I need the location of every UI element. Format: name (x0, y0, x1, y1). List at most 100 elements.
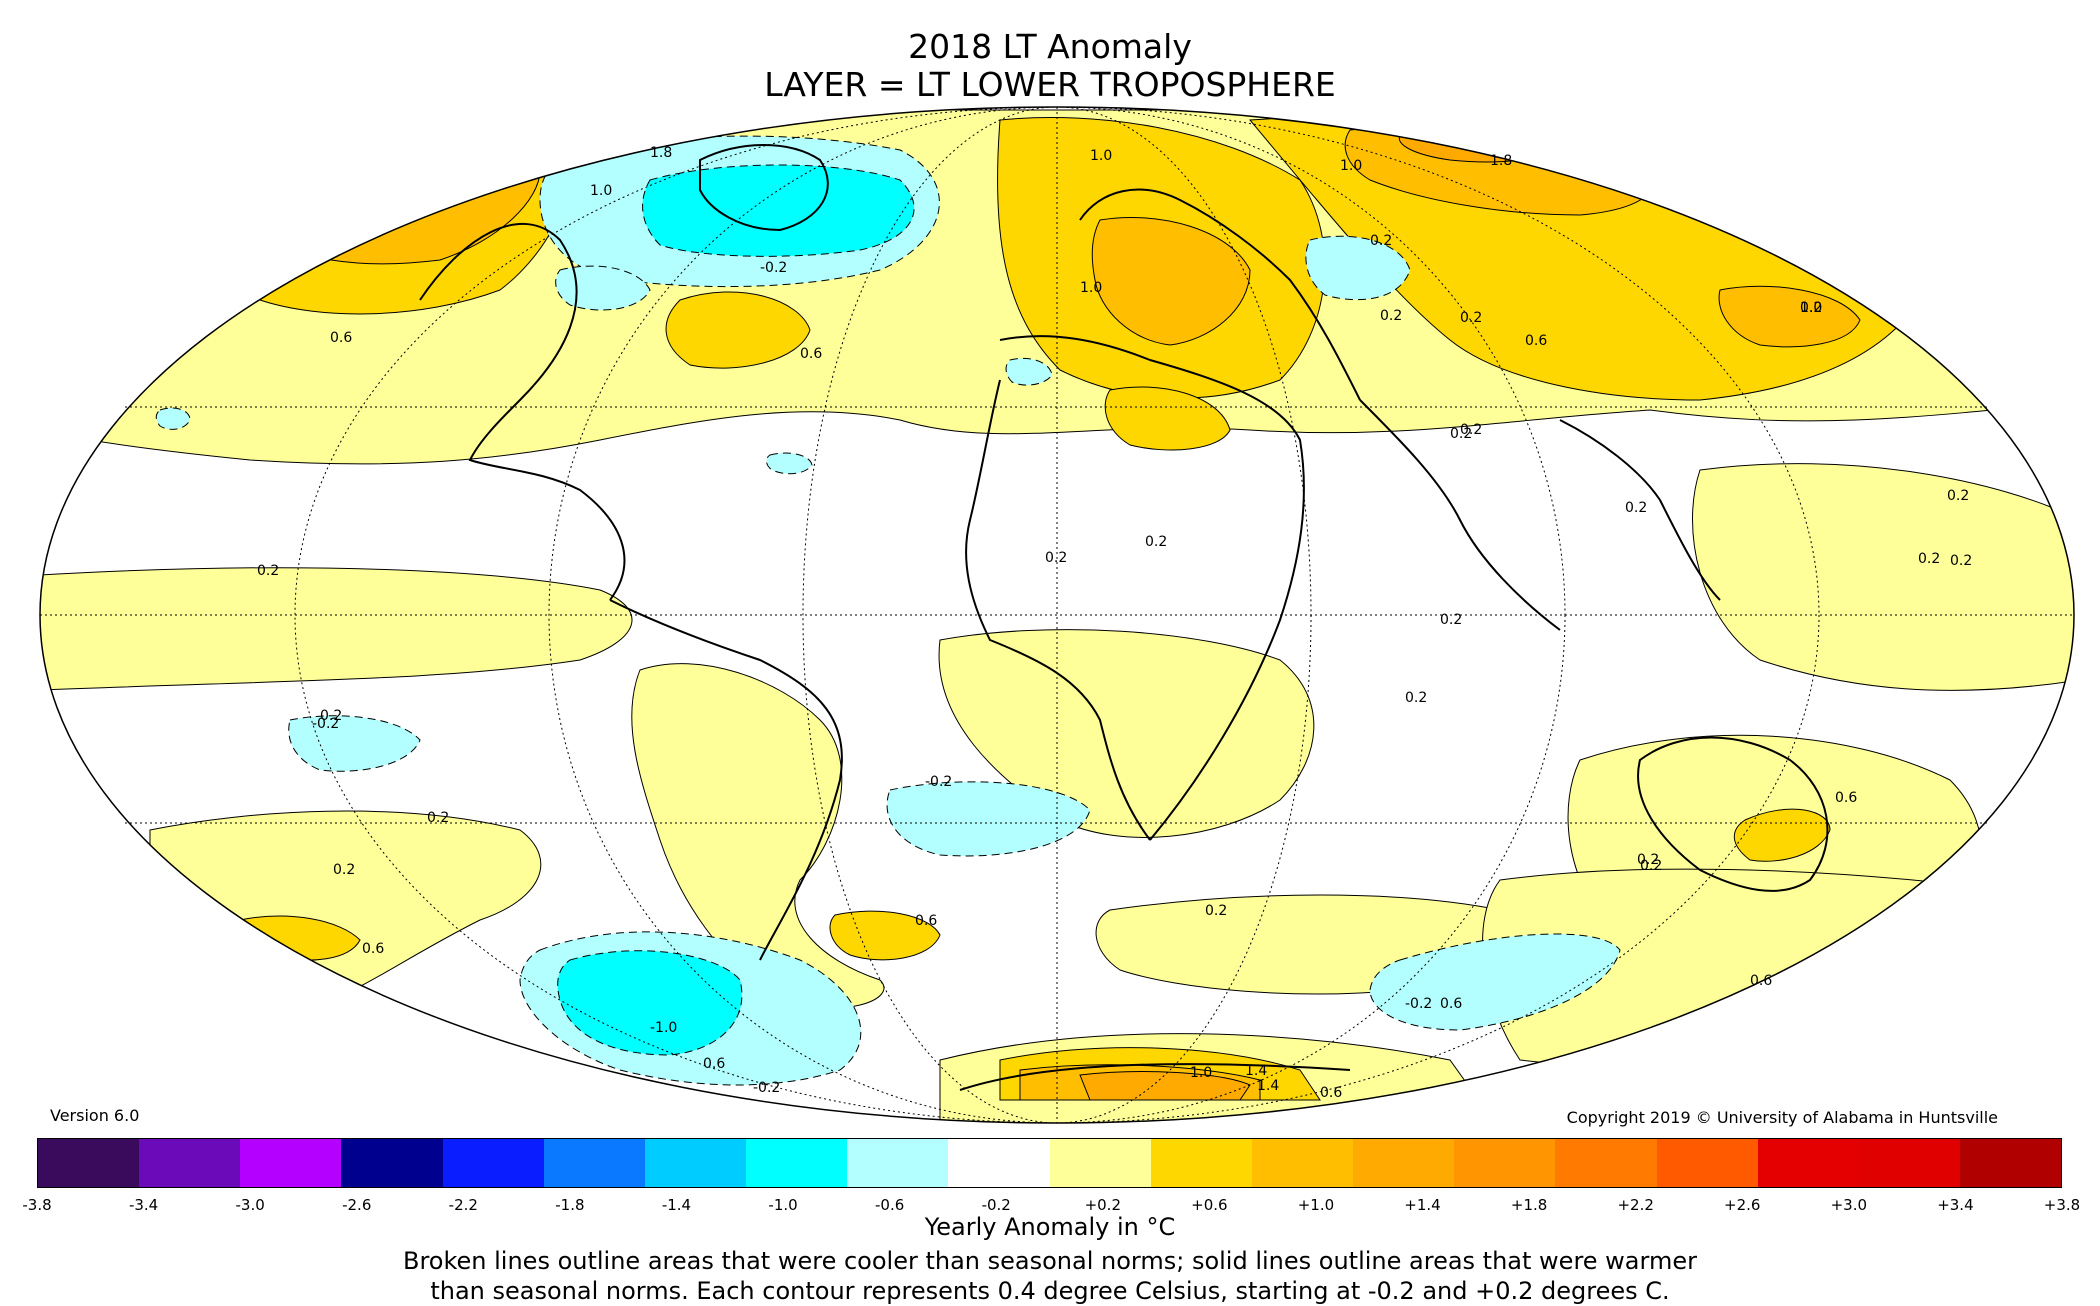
contour-label: 0.6 (1440, 996, 1462, 1012)
contour-label: 1.0 (1190, 1065, 1212, 1081)
warm-region-africa (938, 629, 1315, 838)
contour-label: -0.2 (760, 260, 787, 276)
contour-label: 0.6 (330, 330, 352, 346)
colorbar-tick-label: -1.4 (661, 1196, 692, 1214)
contour-label: 0.6 (915, 913, 937, 929)
colorbar-segment (1150, 1139, 1252, 1187)
contour-label: 1.0 (1090, 148, 1112, 164)
colorbar-segment (341, 1139, 443, 1187)
contour-label: 0.2 (427, 810, 449, 826)
colorbar-tick-label: -0.2 (981, 1196, 1011, 1214)
contour-label: 1.4 (1257, 1078, 1279, 1094)
contour-label: 0.2 (1380, 308, 1402, 324)
contour-label: 0.2 (1625, 500, 1647, 516)
contour-label: 0.2 (1640, 858, 1662, 874)
contour-label: -0.2 (1405, 996, 1432, 1012)
warm-region-east-europe-strong (1091, 217, 1251, 346)
contour-label: 1.0 (1800, 300, 1822, 316)
colorbar-segment (847, 1139, 949, 1187)
version-label: Version 6.0 (50, 1106, 140, 1125)
colorbar (37, 1138, 2062, 1188)
warm-region-pacific-east (1692, 463, 2074, 691)
cool-region-hudson (555, 265, 651, 311)
colorbar-segment (1353, 1139, 1455, 1187)
contour-label: 0.2 (1145, 534, 1167, 550)
colorbar-tick-label: +1.0 (1297, 1196, 1335, 1214)
colorbar-segment (240, 1139, 342, 1187)
contour-label: 0.6 (800, 346, 822, 362)
colorbar-segment (1858, 1139, 1960, 1187)
colorbar-tick-label: +3.0 (1830, 1196, 1868, 1214)
contour-label: 0.6 (1835, 790, 1857, 806)
cool-region-southeast-pacific (288, 715, 421, 772)
colorbar-segment (1049, 1139, 1151, 1187)
contour-label: 0.2 (1440, 612, 1462, 628)
contour-label: 0.2 (333, 862, 355, 878)
contour-label: -0.2 (312, 716, 339, 732)
colorbar-segment (38, 1139, 140, 1187)
colorbar-tick-label: +2.2 (1617, 1196, 1654, 1214)
contour-label: 0.6 (1320, 1085, 1342, 1101)
contour-label: 0.2 (257, 563, 279, 579)
colorbar-tick-label: -3.4 (128, 1196, 159, 1214)
legend-note-line-2: than seasonal norms. Each contour repres… (430, 1277, 1670, 1305)
warm-region-australia-east (1733, 808, 1831, 862)
cool-region-west-siberia (1305, 235, 1411, 301)
colorbar-segment (948, 1139, 1050, 1187)
colorbar-tick-label: -1.0 (768, 1196, 798, 1214)
colorbar-segment (1959, 1139, 2062, 1187)
contour-label: 0.2 (1460, 422, 1482, 438)
contour-label: 0.2 (1947, 488, 1969, 504)
contour-label: 1.4 (1245, 1063, 1267, 1079)
colorbar-tick-label: +2.6 (1724, 1196, 1761, 1214)
contour-label: 0.2 (1405, 690, 1427, 706)
contour-label: 0.2 (1918, 551, 1940, 567)
colorbar-tick-label: -0.6 (874, 1196, 905, 1214)
cool-region-greenland-strong (642, 164, 915, 257)
legend-note-line-1: Broken lines outline areas that were coo… (403, 1247, 1697, 1275)
coastlines (419, 144, 1829, 1091)
contour-label: 0.2 (1950, 553, 1972, 569)
colorbar-tick-label: +1.4 (1404, 1196, 1441, 1214)
colorbar-tick-label: -1.8 (555, 1196, 585, 1214)
colorbar-segment (442, 1139, 544, 1187)
copyright-label: Copyright 2019 © University of Alabama i… (1566, 1108, 1998, 1127)
colorbar-tick-label: +0.6 (1191, 1196, 1228, 1214)
contour-label: 0.2 (1205, 903, 1227, 919)
cool-region-south-atlantic (886, 781, 1091, 857)
warm-region-arctic-high (458, 124, 601, 163)
contour-label: 0.2 (1450, 426, 1472, 442)
contour-label: 0.2 (1460, 310, 1482, 326)
colorbar-tick-label: -3.0 (235, 1196, 265, 1214)
contour-labels: 1.81.01.0 1.81.0-0.20.20.2 0.20.60.60.61.0… (257, 145, 1972, 1101)
colorbar-tick-label: -2.6 (342, 1196, 372, 1214)
warm-region-antarctica-high (1079, 1071, 1251, 1101)
cool-region-north-atlantic-small (766, 452, 813, 475)
contour-label: -1.0 (650, 1020, 677, 1036)
warm-region-south-america (631, 663, 885, 1009)
contour-label: -0.2 (753, 1080, 780, 1096)
cool-region-southern-ocean-strong (557, 950, 743, 1056)
colorbar-tick-label: +3.4 (1937, 1196, 1974, 1214)
contour-label: 0.2 (1637, 852, 1659, 868)
colorbar-segment (543, 1139, 645, 1187)
contour-label: 1.8 (1490, 153, 1512, 169)
warm-region-pacific-north-strong (1718, 285, 1861, 348)
colorbar-segment (139, 1139, 241, 1187)
map-border (39, 106, 2075, 1124)
colorbar-segment (1656, 1139, 1758, 1187)
contour-label: 0.2 (1800, 300, 1822, 316)
colorbar-tick-label: -2.2 (448, 1196, 478, 1214)
colorbar-segment (644, 1139, 747, 1187)
map-subtitle: LAYER = LT LOWER TROPOSPHERE (764, 65, 1336, 104)
colorbar-tick-label: +3.8 (2043, 1196, 2081, 1214)
colorbar-segment (746, 1139, 848, 1187)
colorbar-segment (1555, 1139, 1657, 1187)
warm-region-south-atlantic-blob (829, 910, 941, 961)
contour-label: 0.6 (1750, 973, 1772, 989)
contour-label: 0.2 (320, 708, 342, 724)
contour-label: -0.2 (925, 774, 952, 790)
colorbar-segment (1251, 1139, 1354, 1187)
colorbar-tick-label: +0.2 (1084, 1196, 1121, 1214)
anomaly-map: 1.81.01.0 1.81.0-0.20.20.2 0.20.60.60.61.0… (39, 106, 2075, 1124)
